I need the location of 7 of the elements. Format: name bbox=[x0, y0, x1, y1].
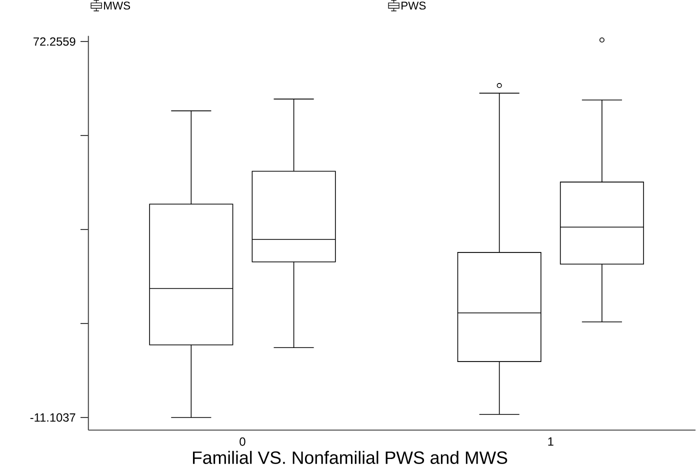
x-tick-label: 1 bbox=[548, 438, 554, 446]
y-tick-label: 72.2559 bbox=[34, 38, 76, 46]
legend-label: PWS bbox=[402, 2, 426, 10]
x-axis-title: Familial VS. Nonfamilial PWS and MWS bbox=[192, 451, 508, 464]
x-tick-label: 0 bbox=[240, 438, 246, 446]
y-tick-label: -11.1037 bbox=[30, 413, 76, 422]
legend-label: MWS bbox=[104, 2, 130, 10]
